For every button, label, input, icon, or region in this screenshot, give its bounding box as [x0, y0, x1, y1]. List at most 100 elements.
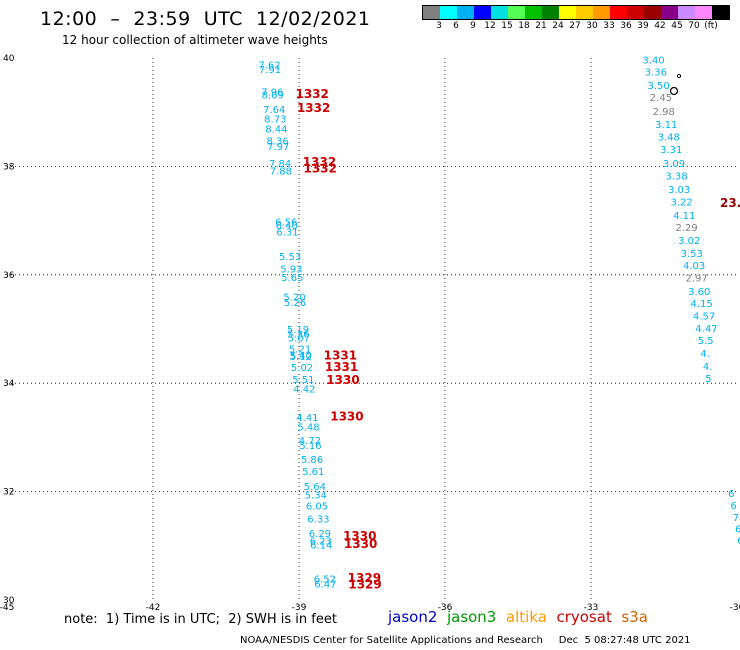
swh-label: 6.8	[735, 524, 740, 535]
swh-label: 6.33	[307, 515, 329, 526]
legend-swatch	[627, 6, 644, 19]
satellite-s3a: s3a	[621, 608, 648, 626]
legend-labels: 3 6 9 12 15 18 21 24 27 30 33 36 39 42 45 70 (ft)	[422, 20, 730, 32]
page-subtitle: 12 hour collection of altimeter wave hei…	[62, 33, 328, 47]
swh-label: 7.62	[258, 61, 280, 72]
swh-label: 8.44	[265, 124, 287, 135]
swh-label: 5.20	[283, 292, 305, 303]
swh-label: 5.36	[287, 329, 309, 340]
legend-swatch	[423, 6, 440, 19]
swh-label: 6.56	[275, 218, 297, 229]
satellite-legend: jason2 jason3 altika cryosat s3a	[388, 608, 648, 626]
credit-line: NOAA/NESDIS Center for Satellite Applica…	[240, 635, 691, 646]
swh-label: 6.47	[314, 580, 336, 591]
swh-label: 4.72	[299, 436, 321, 447]
swh-label: 5.19	[287, 325, 309, 336]
swh-label: 2.97	[685, 274, 707, 285]
page-title: 12:00 – 23:59 UTC 12/02/2021	[40, 8, 371, 30]
swh-label: 5.12	[290, 352, 312, 363]
swh-label: 5.53	[279, 252, 301, 263]
legend-swatch	[593, 6, 610, 19]
track-marker	[676, 73, 682, 79]
legend-label: 39	[637, 21, 649, 31]
swh-label: 5.34	[305, 490, 327, 501]
legend-swatch	[491, 6, 508, 19]
swh-label: 4.57	[693, 311, 715, 322]
legend-label: 45	[671, 21, 683, 31]
swh-label: 6.31	[276, 227, 298, 238]
swh-label: 3.11	[655, 120, 677, 131]
axis-ticks: -45 -42 -39 -36 -33 -30 40 38 36 34 32 30	[0, 54, 740, 613]
swh-label: 5.02	[291, 363, 313, 374]
lon-tick-label: -39	[292, 603, 307, 613]
legend-label: 9	[470, 21, 476, 31]
swh-label: 6.14	[310, 541, 332, 552]
swh-label: 5.5	[698, 336, 714, 347]
swh-label: 6.29	[309, 529, 331, 540]
swh-label: 7.84	[269, 159, 291, 170]
swh-label: 3.22	[670, 198, 692, 209]
legend-label: 70	[688, 21, 700, 31]
swh-label: 4.	[700, 349, 710, 360]
time-label: 1332	[303, 161, 336, 175]
swh-label: 3.36	[645, 68, 667, 79]
lat-tick-label: 40	[3, 54, 15, 64]
lat-tick-label: 38	[3, 162, 15, 172]
swh-label: 4.15	[690, 299, 712, 310]
time-label: 1329	[348, 578, 381, 592]
swh-label: 5.86	[301, 455, 323, 466]
footer-note: note: 1) Time is in UTC; 2) SWH is in fe…	[64, 612, 337, 627]
track-markers	[669, 73, 682, 96]
swh-label: 4.11	[673, 211, 695, 222]
legend-swatch	[559, 6, 576, 19]
legend-swatches	[422, 5, 730, 20]
swh-label: 7.88	[270, 167, 292, 178]
swh-label: 3.31	[660, 145, 682, 156]
legend-label: 33	[603, 21, 615, 31]
swh-label: 6.05	[306, 502, 328, 513]
swh-label: 5.61	[302, 467, 324, 478]
swh-label: 6	[730, 501, 736, 512]
lon-tick-label: -33	[584, 603, 599, 613]
legend-swatch	[474, 6, 491, 19]
legend-label: 21	[535, 21, 547, 31]
swh-label: 3.53	[681, 249, 703, 260]
color-legend: 3 6 9 12 15 18 21 24 27 30 33 36 39 42 45 70 (ft)	[422, 5, 730, 32]
legend-label: 42	[654, 21, 666, 31]
swh-label: 5.40	[290, 351, 312, 362]
swh-label: 7.91	[259, 65, 281, 76]
legend-swatch	[712, 6, 729, 19]
swh-label: 5	[705, 374, 711, 385]
swh-label: 8.36	[267, 136, 289, 147]
legend-swatch	[440, 6, 457, 19]
legend-label: 27	[569, 21, 581, 31]
swh-label: 5.65	[281, 273, 303, 284]
time-label: 1329	[348, 571, 381, 585]
time-label: 1330	[326, 373, 359, 387]
lon-tick-label: -30	[730, 603, 740, 613]
legend-swatch	[661, 6, 678, 19]
swh-label: 3.38	[665, 172, 687, 183]
swh-label: 3.60	[688, 287, 710, 298]
swh-label: 3.48	[658, 133, 680, 144]
lat-tick-label: 34	[3, 379, 15, 389]
swh-label: 2.29	[676, 223, 698, 234]
swh-label: 6.52	[314, 574, 336, 585]
map-grid	[7, 58, 737, 600]
swh-label: 4.41	[296, 413, 318, 424]
swh-label: 6.23	[310, 536, 332, 547]
swh-label: 8.73	[264, 115, 286, 126]
lon-tick-label: -45	[0, 603, 14, 613]
swh-label: 5.16	[299, 441, 321, 452]
swh-label: 3.03	[668, 185, 690, 196]
lon-tick-label: -42	[146, 603, 161, 613]
swh-label: 3.40	[642, 56, 664, 67]
lat-tick-label: 32	[3, 488, 14, 498]
swh-label: 6.5	[737, 536, 740, 547]
lat-tick-label: 36	[3, 271, 15, 281]
legend-swatch	[457, 6, 474, 19]
wave-height-labels: 7.627.91 7.968.09 7.648.738.448.367.97 7.84…	[258, 56, 740, 592]
swh-label: 7.97	[267, 142, 289, 153]
swh-label: 5.48	[297, 423, 319, 434]
